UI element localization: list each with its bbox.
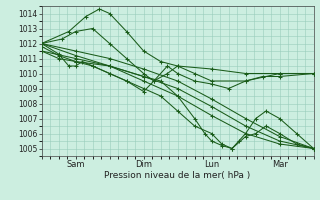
X-axis label: Pression niveau de la mer( hPa ): Pression niveau de la mer( hPa ) bbox=[104, 171, 251, 180]
